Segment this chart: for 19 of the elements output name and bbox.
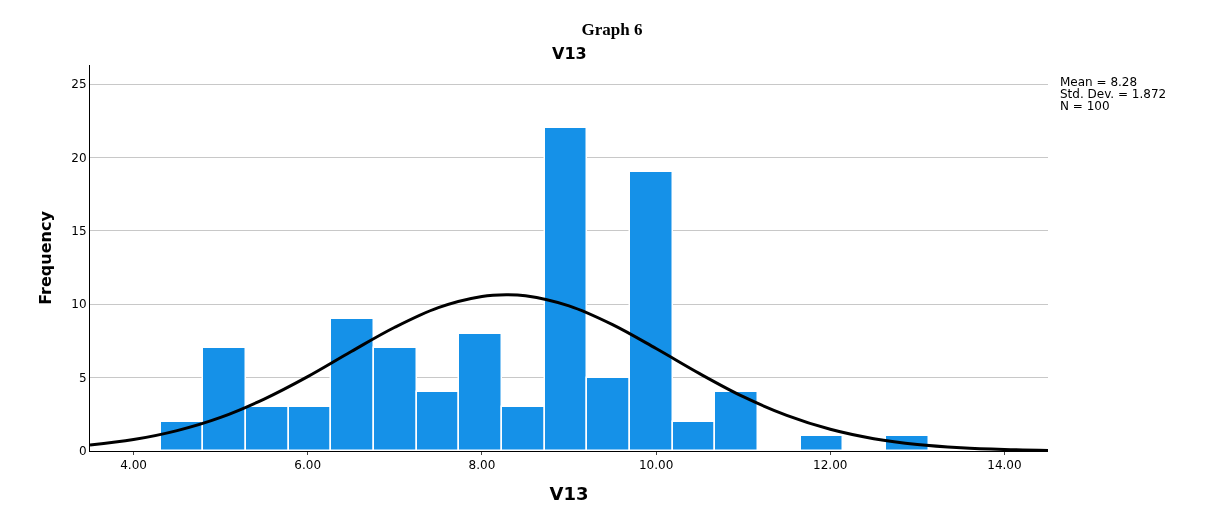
x-tick-label: 14.00 <box>987 458 1022 473</box>
y-axis-title: Frequency <box>36 210 56 305</box>
x-axis-title: V13 <box>549 482 589 504</box>
text: N = 100 <box>1060 99 1110 113</box>
x-tick-label: 6.00 <box>294 458 322 473</box>
x-tick-label: 10.00 <box>638 458 674 473</box>
text: Mean = 8.28 <box>1060 75 1138 89</box>
x-tick-label: 8.00 <box>468 458 496 473</box>
y-tick-label: 10 <box>71 297 87 312</box>
y-tick-label: 20 <box>71 150 87 165</box>
chart-title: Graph 6 <box>581 19 643 39</box>
y-tick-label: 25 <box>71 77 87 92</box>
y-tick-label: 15 <box>71 224 87 239</box>
x-tick-label: 4.00 <box>120 458 147 473</box>
y-tick-label: 5 <box>78 370 87 385</box>
chart-subtitle: V13 <box>552 44 587 63</box>
x-tick-label: 12.00 <box>813 458 848 473</box>
text: Std. Dev. = 1.872 <box>1060 87 1167 101</box>
y-tick-label: 0 <box>78 444 87 459</box>
